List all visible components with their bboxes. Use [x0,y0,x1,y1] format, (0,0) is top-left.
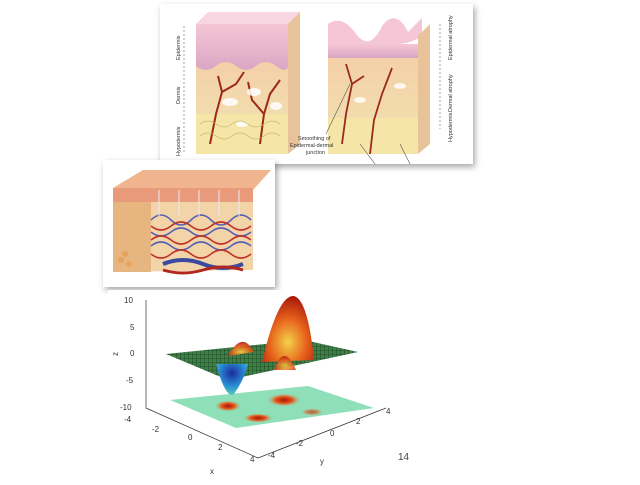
y-tick: 4 [386,407,391,416]
x-tick: 4 [250,455,255,464]
z-axis-label: z [111,352,120,356]
surface-plot: 10 5 0 -5 -10 z -4 -2 0 2 4 x -4 [108,290,428,480]
x-tick: -2 [152,425,160,434]
x-axis-ticks: -4 -2 0 2 4 x [124,415,255,476]
label-epidermal-atrophy: Epidermal atrophy [448,15,454,60]
z-tick: 0 [130,349,135,358]
junction-caption: Smoothing of Epidermal-dermal junction [290,83,411,165]
right-layer-labels: Epidermal atrophy Dermal atrophy Hypoder… [439,15,454,142]
left-layer-labels: Epidermis Dermis Hypodermis [176,26,185,156]
svg-text:Epidermal-dermal: Epidermal-dermal [290,143,333,149]
label-epidermis: Epidermis [176,35,182,60]
svg-text:Smoothing of: Smoothing of [298,136,331,142]
skin-cross-section-image [103,160,275,287]
label-hypodermis: Hypodermis [176,126,182,156]
y-tick: -2 [296,439,304,448]
svg-text:junction: junction [305,150,325,156]
valley [216,364,248,395]
z-tick: -10 [120,403,132,412]
mesh-surface [166,340,358,380]
page-number: 14 [398,452,410,463]
peak-small [274,356,296,370]
skin-aging-diagram: Epidermis Dermis Hypodermis Epidermal at… [160,4,473,165]
aged-skin-block [328,18,430,155]
y-axis-ticks: -4 -2 0 2 4 y [268,407,391,466]
x-axis-label: x [210,467,214,476]
z-tick: 5 [130,323,135,332]
z-tick: -5 [126,376,134,385]
contour-plane [170,386,374,428]
x-tick: 2 [218,443,223,452]
young-skin-block [196,12,300,154]
y-tick: 0 [330,429,335,438]
y-axis-label: y [320,457,324,466]
label-dermal-atrophy: Dermal atrophy [448,74,454,112]
x-tick: -4 [124,415,132,424]
x-tick: 0 [188,433,193,442]
label-hypodermis-right: Hypodermis [448,112,454,142]
plot-axes [145,300,387,459]
z-axis-ticks: 10 5 0 -5 -10 z [111,296,135,412]
label-dermis: Dermis [176,86,182,104]
y-tick: 2 [356,417,361,426]
z-tick: 10 [124,296,133,305]
peak-left [228,341,254,356]
peak-main [262,295,314,362]
y-tick: -4 [268,451,276,460]
